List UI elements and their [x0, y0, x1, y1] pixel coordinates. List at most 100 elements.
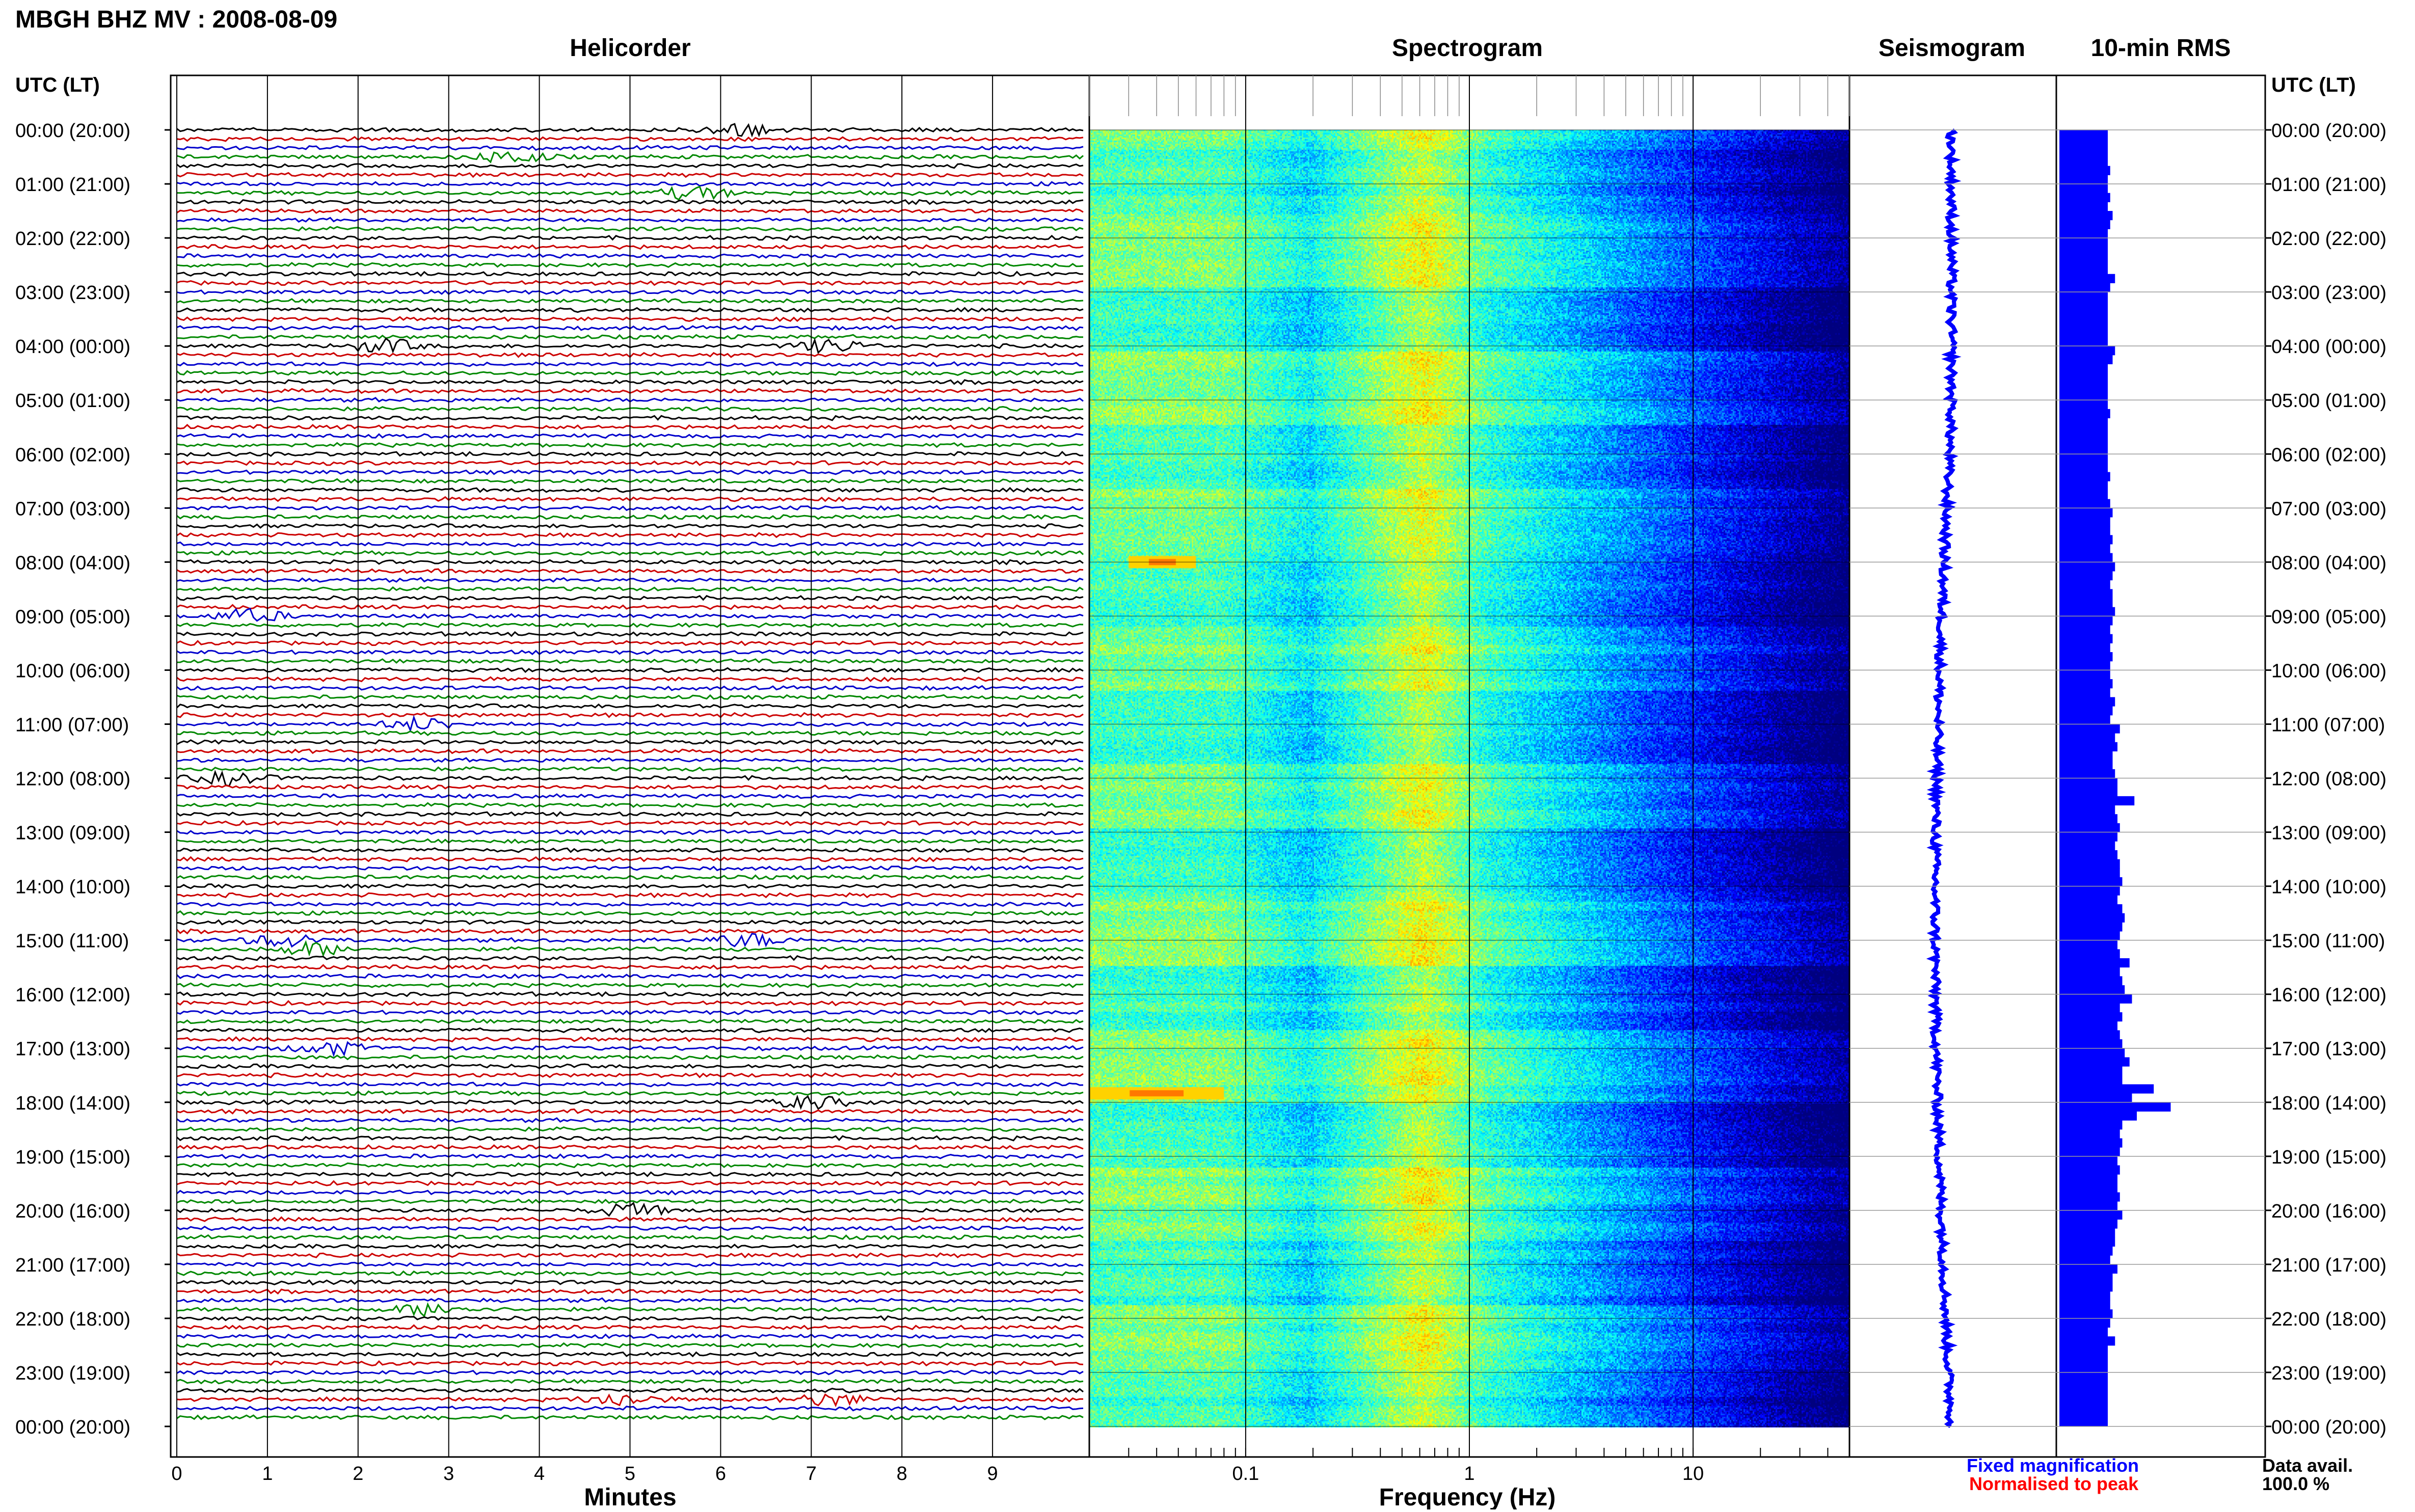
rms-bar-30 — [2059, 400, 2108, 410]
time-tick-label-right: 15:00 (11:00) — [2271, 931, 2385, 952]
rms-bar-35 — [2059, 445, 2108, 454]
rms-bar-97 — [2059, 1003, 2120, 1013]
rms-bar-15 — [2059, 265, 2108, 275]
rms-bar-45 — [2059, 535, 2113, 545]
rms-bar-31 — [2059, 409, 2110, 419]
rms-bar-138 — [2059, 1372, 2108, 1382]
rms-bar-88 — [2059, 922, 2123, 932]
rms-bar-137 — [2059, 1363, 2108, 1373]
rms-bar-69 — [2059, 751, 2113, 761]
rms-bar-7 — [2059, 193, 2110, 202]
rms-bar-72 — [2059, 778, 2117, 788]
rms-bar-93 — [2059, 967, 2120, 977]
spectrogram-tick-label: 0.1 — [1232, 1463, 1259, 1484]
rms-bar-133 — [2059, 1327, 2108, 1337]
rms-bar-105 — [2059, 1075, 2123, 1085]
rms-bar-25 — [2059, 355, 2113, 365]
rms-bar-41 — [2059, 499, 2110, 508]
rms-bar-114 — [2059, 1156, 2117, 1166]
rms-bar-47 — [2059, 553, 2113, 562]
rms-bar-13 — [2059, 247, 2108, 256]
time-tick-label-right: 20:00 (16:00) — [2271, 1201, 2386, 1222]
helicorder-tick-label: 3 — [443, 1463, 454, 1484]
rms-bar-134 — [2059, 1336, 2115, 1346]
tick-labels: 00:00 (20:00) 00:00 (20:00) 01:00 (21:00) 0… — [15, 120, 2386, 1484]
rms-bar-32 — [2059, 418, 2108, 427]
rms-bar-89 — [2059, 931, 2120, 941]
rms-bar-3 — [2059, 157, 2108, 167]
rms-bar-26 — [2059, 364, 2108, 373]
rms-bar-86 — [2059, 904, 2123, 914]
time-tick-label-left: 07:00 (03:00) — [15, 498, 130, 520]
time-tick-label-left: 21:00 (17:00) — [15, 1255, 130, 1276]
rms-bar-139 — [2059, 1381, 2108, 1391]
rms-bar-71 — [2059, 769, 2115, 778]
time-tick-label-right: 06:00 (02:00) — [2271, 444, 2386, 466]
rms-bar-48 — [2059, 562, 2115, 572]
utc-label-left: UTC (LT) — [15, 74, 100, 96]
time-tick-label-left: 06:00 (02:00) — [15, 444, 130, 466]
rms-bar-11 — [2059, 229, 2108, 238]
rms-bar-63 — [2059, 697, 2115, 707]
rms-bar-94 — [2059, 976, 2123, 986]
rms-bar-77 — [2059, 823, 2120, 833]
rms-bar-112 — [2059, 1138, 2123, 1148]
time-tick-label-left: 12:00 (08:00) — [15, 769, 130, 790]
rms-bar-124 — [2059, 1246, 2113, 1256]
rms-bar-44 — [2059, 526, 2110, 535]
seismogram-title: Seismogram — [1879, 35, 2025, 62]
time-tick-label-left: 18:00 (14:00) — [15, 1093, 130, 1114]
time-tick-label-left: 11:00 (07:00) — [15, 714, 129, 736]
rms-bar-90 — [2059, 940, 2117, 950]
rms-bar-43 — [2059, 517, 2110, 527]
time-tick-label-right: 12:00 (08:00) — [2271, 769, 2386, 790]
time-tick-label-right: 02:00 (22:00) — [2271, 228, 2386, 250]
time-tick-label-right: 14:00 (10:00) — [2271, 877, 2386, 898]
rms-bar-19 — [2059, 301, 2108, 310]
helicorder-tick-label: 4 — [534, 1463, 545, 1484]
legend-fixed-magnification: Fixed magnification — [1967, 1455, 2139, 1476]
rms-bar-51 — [2059, 589, 2113, 599]
rms-bar-6 — [2059, 184, 2108, 194]
rms-bar-1 — [2059, 139, 2108, 148]
rms-bar-66 — [2059, 724, 2120, 734]
rms-bar-65 — [2059, 715, 2110, 724]
rms-bar-75 — [2059, 805, 2115, 815]
rms-bar-49 — [2059, 571, 2113, 581]
time-tick-label-right: 10:00 (06:00) — [2271, 660, 2386, 682]
time-tick-label-left: 03:00 (23:00) — [15, 282, 130, 304]
rms-bar-100 — [2059, 1030, 2120, 1040]
time-tick-label-left: 00:00 (20:00) — [15, 1417, 130, 1438]
rms-bar-4 — [2059, 166, 2110, 175]
rms-bar-111 — [2059, 1129, 2120, 1139]
time-tick-label-left: 09:00 (05:00) — [15, 606, 130, 628]
time-tick-label-right: 09:00 (05:00) — [2271, 606, 2386, 628]
panel-frame-3 — [2055, 74, 2266, 1458]
rms-bar-67 — [2059, 733, 2115, 743]
rms-bar-78 — [2059, 832, 2117, 842]
rms-bar-62 — [2059, 688, 2110, 697]
rms-bar-121 — [2059, 1219, 2117, 1229]
rms-bar-10 — [2059, 220, 2110, 229]
spectrogram-xlabel: Frequency (Hz) — [1379, 1484, 1556, 1509]
time-tick-label-left: 00:00 (20:00) — [15, 120, 130, 142]
rms-bar-68 — [2059, 742, 2117, 751]
rms-bar-87 — [2059, 913, 2125, 923]
time-tick-label-right: 13:00 (09:00) — [2271, 823, 2386, 844]
rms-bar-130 — [2059, 1300, 2110, 1310]
spectrogram-tick-label: 10 — [1682, 1463, 1704, 1484]
rms-bar-84 — [2059, 886, 2120, 896]
rms-bar-119 — [2059, 1201, 2117, 1211]
rms-bar-5 — [2059, 175, 2108, 184]
spectrogram-title: Spectrogram — [1392, 35, 1543, 62]
spectrogram-tick-label: 1 — [1464, 1463, 1474, 1484]
time-tick-label-right: 03:00 (23:00) — [2271, 282, 2386, 304]
time-tick-label-left: 14:00 (10:00) — [15, 877, 130, 898]
rms-title: 10-min RMS — [2091, 35, 2231, 62]
rms-bar-117 — [2059, 1183, 2117, 1193]
rms-bar-17 — [2059, 283, 2110, 292]
rms-bar-50 — [2059, 580, 2110, 589]
rms-bar-16 — [2059, 274, 2115, 283]
utc-label-right: UTC (LT) — [2271, 74, 2356, 96]
